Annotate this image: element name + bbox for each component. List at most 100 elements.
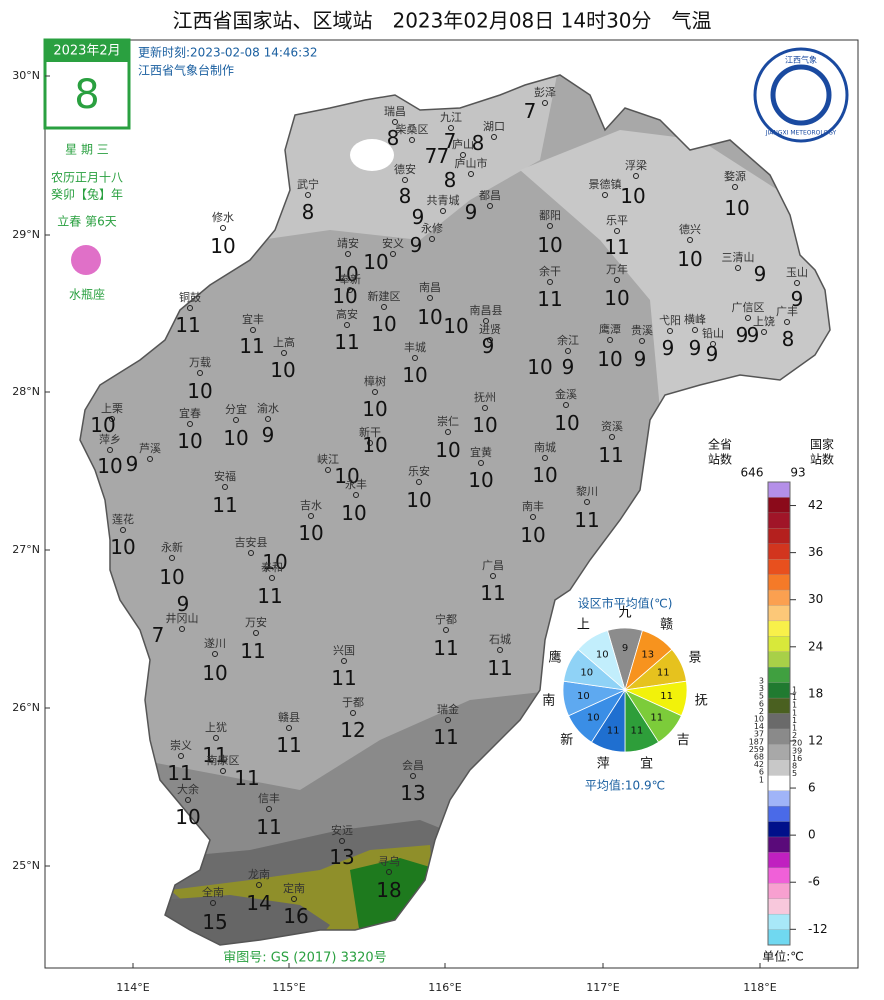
station-marker: [169, 555, 175, 561]
station-name: 万安: [245, 615, 267, 629]
lat-label: 28°N: [12, 385, 40, 398]
station-marker: [448, 125, 454, 131]
station-marker: [487, 203, 493, 209]
station-value: 18: [376, 878, 401, 902]
field-light: [520, 130, 830, 420]
station-name: 新干: [359, 425, 381, 439]
legend-swatch: [767, 867, 791, 884]
station-name: 永丰: [345, 477, 367, 491]
station-name: 广昌: [482, 559, 504, 572]
station-value: 11: [202, 743, 227, 767]
pie-value: 13: [641, 650, 654, 661]
station-marker: [547, 223, 553, 229]
solar-term: 立春 第6天: [57, 214, 116, 229]
station-name: 遂川: [204, 636, 226, 650]
legend-swatch: [767, 744, 791, 761]
station-value: 9: [465, 200, 478, 224]
station-value: 10: [597, 347, 622, 371]
pie-label: 景: [689, 651, 702, 666]
station-marker: [607, 337, 613, 343]
legend-swatch: [767, 574, 791, 591]
title: 江西省国家站、区域站 2023年02月08日 14时30分 气温: [172, 9, 711, 33]
station-marker: [305, 192, 311, 198]
legend-swatch: [767, 775, 791, 792]
station-marker: [460, 152, 466, 158]
legend-tick-label: -6: [808, 875, 820, 889]
station-name: 永修: [421, 221, 443, 235]
station-value: 10: [435, 438, 460, 462]
station-name: 全南: [202, 885, 224, 899]
station-value: 10: [417, 305, 442, 329]
station-value: 10: [332, 284, 357, 308]
station-marker: [291, 896, 297, 902]
station-name: 婺源: [724, 169, 746, 183]
station-marker: [735, 265, 741, 271]
station-marker: [794, 280, 800, 286]
station-name: 丰城: [404, 341, 426, 354]
station-name: 乐平: [606, 214, 628, 227]
station-marker: [339, 838, 345, 844]
station-marker: [372, 389, 378, 395]
station-name: 龙南: [248, 868, 270, 881]
station-name: 宜春: [179, 406, 201, 420]
province-count: 14: [754, 722, 764, 731]
pie-label: 九: [618, 606, 631, 621]
station-value: 13: [329, 845, 354, 869]
province-count: 6: [759, 768, 764, 777]
legend-unit: 单位:℃: [762, 949, 804, 964]
national-total: 93: [790, 466, 805, 480]
national-count: 1: [792, 708, 797, 717]
legend-swatch: [767, 543, 791, 560]
station-value: 10: [159, 565, 184, 589]
station-value: 10: [187, 379, 212, 403]
station-name: 广信区: [732, 301, 765, 314]
station-name: 分宜: [225, 402, 247, 416]
station-value: 12: [340, 718, 365, 742]
station-value: 10: [527, 355, 552, 379]
station-marker: [667, 328, 673, 334]
station-value: 8: [472, 131, 485, 155]
station-name: 余江: [557, 333, 579, 347]
station-name: 宜丰: [242, 312, 264, 326]
station-name: 九江: [440, 111, 462, 124]
pie-value: 11: [630, 725, 643, 736]
station-name: 瑞金: [437, 702, 459, 716]
station-name: 庐山: [452, 137, 474, 151]
station-marker: [187, 421, 193, 427]
station-name: 寻乌: [378, 854, 400, 868]
station-value: 11: [257, 584, 282, 608]
station-marker: [345, 251, 351, 257]
station-name: 玉山: [786, 266, 808, 279]
station-name: 定南: [283, 881, 305, 895]
station-marker: [220, 768, 226, 774]
legend-swatch: [767, 682, 791, 699]
station-marker: [732, 184, 738, 190]
station-name: 新建区: [368, 289, 401, 303]
pie-value: 9: [622, 643, 628, 654]
station-value: 7: [152, 623, 165, 647]
station-name: 金溪: [555, 387, 577, 401]
station-name: 乐安: [408, 464, 430, 478]
station-name: 大余: [177, 782, 199, 796]
station-value: 8: [444, 168, 457, 192]
legend-swatch: [767, 883, 791, 900]
lon-label: 116°E: [428, 981, 461, 994]
station-marker: [639, 338, 645, 344]
station-value: 7: [425, 144, 438, 168]
station-marker: [565, 348, 571, 354]
station-marker: [353, 492, 359, 498]
station-value: 11: [234, 766, 259, 790]
station-name: 彭泽: [534, 85, 556, 99]
station-value: 11: [604, 235, 629, 259]
legend-tick-label: 30: [808, 592, 823, 606]
station-value: 8: [302, 200, 315, 224]
station-marker: [185, 797, 191, 803]
station-value: 9: [706, 342, 719, 366]
station-value: 11: [334, 330, 359, 354]
station-marker: [614, 277, 620, 283]
station-name: 贵溪: [631, 324, 653, 337]
station-marker: [266, 806, 272, 812]
zodiac-icon: [71, 245, 101, 275]
legend-tick-label: 24: [808, 639, 823, 653]
station-value: 10: [333, 262, 358, 286]
